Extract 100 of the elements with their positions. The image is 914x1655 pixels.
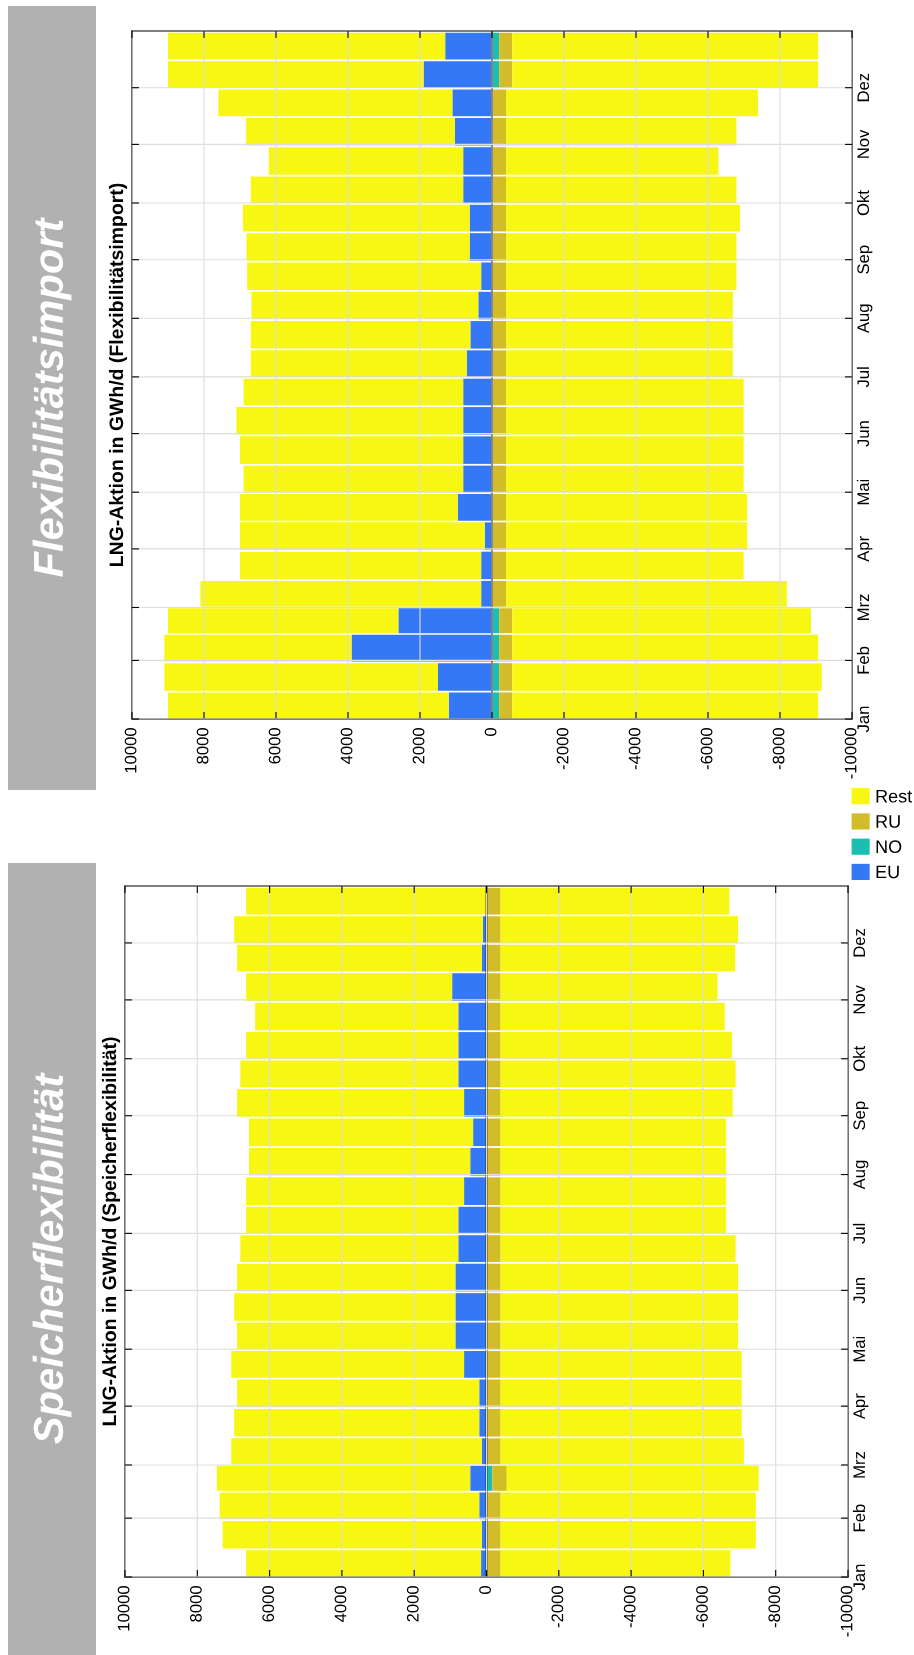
y-tick-label: Sep bbox=[857, 245, 873, 274]
bar bbox=[486, 1235, 501, 1262]
x-tick-label: 2000 bbox=[406, 1585, 419, 1622]
y-tick-label: Nov bbox=[857, 129, 870, 158]
x-tick-label: -2000 bbox=[556, 727, 569, 770]
x-tick-label: -6000 bbox=[700, 727, 713, 770]
bar bbox=[506, 551, 744, 580]
bar bbox=[455, 1293, 487, 1321]
bar bbox=[478, 291, 492, 320]
bar bbox=[246, 117, 455, 146]
bar bbox=[506, 204, 741, 232]
bar bbox=[231, 1351, 465, 1378]
bar bbox=[486, 1002, 501, 1031]
bar bbox=[458, 1032, 487, 1059]
y-tick-label: Jul bbox=[856, 367, 870, 388]
bar bbox=[506, 89, 759, 117]
x-tick-label: -10000 bbox=[844, 727, 857, 779]
bar bbox=[506, 465, 744, 493]
x-tick-label: 10000 bbox=[117, 1585, 130, 1631]
bar bbox=[499, 32, 513, 60]
legend-label: NO bbox=[876, 840, 902, 854]
bar bbox=[500, 1060, 736, 1088]
x-tick-label: 8000 bbox=[196, 727, 209, 764]
x-tick-label: 4000 bbox=[340, 727, 353, 765]
bar bbox=[243, 378, 464, 406]
bar bbox=[454, 117, 492, 146]
bar bbox=[455, 1322, 487, 1350]
bar bbox=[463, 465, 492, 493]
bar bbox=[469, 204, 492, 232]
bar bbox=[486, 1293, 501, 1321]
x-tick-label: 4000 bbox=[334, 1585, 347, 1623]
bar bbox=[481, 551, 492, 580]
bar bbox=[512, 634, 819, 662]
bar bbox=[486, 1032, 501, 1059]
y-tick-label: Aug bbox=[853, 1160, 869, 1190]
x-tick-label: -4000 bbox=[623, 1585, 636, 1628]
y-tick-label: Apr bbox=[853, 1393, 869, 1420]
text: Speicherflexibilität bbox=[32, 1072, 72, 1444]
bar bbox=[499, 634, 513, 662]
bar bbox=[218, 89, 453, 117]
x-tick-label: 8000 bbox=[189, 1585, 202, 1622]
bar bbox=[246, 1032, 459, 1059]
y-tick-label: Jun bbox=[857, 421, 870, 447]
bar bbox=[492, 465, 507, 493]
bar bbox=[246, 1206, 459, 1234]
bar bbox=[168, 61, 424, 88]
bar bbox=[486, 1379, 501, 1408]
bar bbox=[512, 61, 819, 88]
bar bbox=[423, 61, 492, 88]
bar bbox=[486, 1263, 501, 1292]
x-tick-label: -10000 bbox=[840, 1585, 853, 1637]
bar bbox=[234, 1293, 456, 1321]
x-tick-label: -8000 bbox=[768, 1585, 781, 1628]
bar bbox=[500, 1002, 725, 1031]
text: LNG-Aktion in GWh/d (Flexibilitätsimport) bbox=[108, 183, 128, 566]
y-tick-label: Mrz bbox=[857, 594, 869, 620]
x-tick-label: 2000 bbox=[412, 727, 425, 764]
bar bbox=[351, 634, 492, 662]
bar bbox=[499, 61, 513, 88]
bar bbox=[445, 32, 492, 60]
bar bbox=[455, 1263, 487, 1292]
y-tick-label: Sep bbox=[853, 1101, 869, 1130]
bar bbox=[500, 1351, 742, 1378]
x-tick-label: -4000 bbox=[628, 727, 641, 770]
bar bbox=[500, 1206, 727, 1234]
bar bbox=[237, 1322, 456, 1350]
bar bbox=[486, 1060, 501, 1088]
bar bbox=[500, 1293, 739, 1321]
x-tick-label: -2000 bbox=[551, 1585, 564, 1628]
bar bbox=[458, 1060, 487, 1088]
legend-label: EU bbox=[876, 865, 899, 879]
bar bbox=[458, 1002, 487, 1031]
y-tick-label: Okt bbox=[852, 1045, 866, 1071]
bar bbox=[506, 291, 733, 320]
y-tick-label: Apr bbox=[857, 536, 873, 562]
bar bbox=[458, 1206, 487, 1234]
bar bbox=[492, 551, 507, 580]
y-tick-label: Feb bbox=[852, 1504, 866, 1532]
bar bbox=[240, 1060, 459, 1088]
bar bbox=[506, 117, 737, 146]
legend-label: RU bbox=[876, 815, 900, 828]
bar bbox=[164, 634, 352, 662]
bar bbox=[492, 378, 507, 406]
x-tick-label: 0 bbox=[484, 727, 497, 736]
y-tick-label: Jan bbox=[853, 1564, 866, 1591]
text: Flexibilitätsimport bbox=[32, 217, 72, 577]
bar bbox=[500, 1032, 732, 1059]
bar bbox=[452, 89, 492, 117]
y-tick-label: Feb bbox=[856, 646, 870, 674]
y-tick-label: Okt bbox=[856, 190, 870, 216]
y-tick-label: Dez bbox=[857, 73, 870, 102]
bar bbox=[463, 378, 492, 406]
y-tick-label: Jun bbox=[853, 1277, 866, 1304]
bar bbox=[500, 1263, 739, 1292]
bar bbox=[512, 32, 819, 60]
bar bbox=[168, 32, 446, 60]
y-tick-label: Mai bbox=[852, 1336, 866, 1362]
bar bbox=[506, 378, 744, 406]
bar bbox=[486, 1206, 501, 1234]
bar bbox=[464, 1351, 487, 1378]
